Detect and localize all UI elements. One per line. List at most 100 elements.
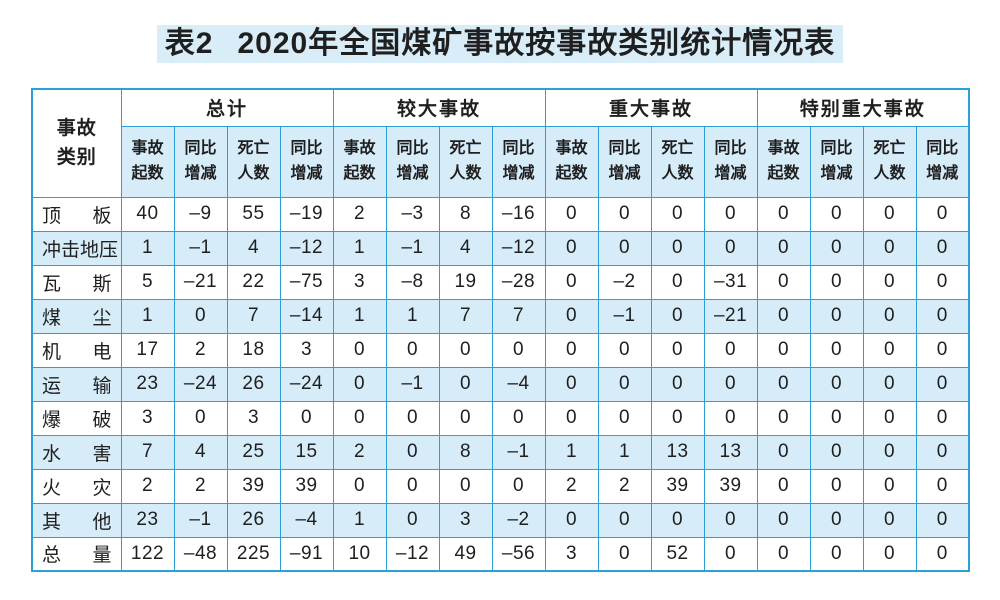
label-char: 量: [92, 545, 112, 567]
row-label: 运输: [33, 371, 120, 398]
sub-header-cell: 死亡 人数: [226, 125, 281, 198]
sub-header-cell: 死亡 人数: [862, 125, 917, 198]
sub-header-line: 增减: [396, 164, 429, 182]
data-cell: 0: [332, 366, 387, 402]
sub-header-line: 增减: [502, 164, 535, 182]
data-cell: 1: [332, 502, 387, 538]
row-label: 总量: [33, 540, 120, 567]
data-cell: 4: [226, 230, 281, 266]
data-cell: 3: [544, 536, 599, 572]
data-cell: 1: [544, 434, 599, 470]
label-char: 灾: [92, 477, 112, 499]
data-cell: –91: [279, 536, 334, 572]
data-cell: 15: [279, 434, 334, 470]
sub-header-cell: 同比 增减: [915, 125, 970, 198]
data-cell: 0: [703, 366, 758, 402]
data-cell: 0: [597, 230, 652, 266]
label-char: 地: [80, 239, 100, 261]
data-cell: 17: [120, 332, 175, 368]
row-label: 顶板: [33, 201, 120, 228]
data-cell: 2: [332, 196, 387, 232]
data-cell: 0: [597, 536, 652, 572]
data-cell: 0: [756, 332, 811, 368]
sub-header-line: 起数: [767, 164, 800, 182]
data-cell: 0: [809, 332, 864, 368]
sub-header-line: 死亡: [661, 139, 694, 157]
data-cell: 0: [756, 366, 811, 402]
table-row: 水害 7 4 25 15 2 0 8 –1 1 1 13 13 0 0 0 0: [31, 434, 970, 470]
sub-header-line: 人数: [873, 164, 906, 182]
data-cell: 0: [491, 468, 546, 504]
data-cell: –24: [279, 366, 334, 402]
data-cell: 39: [650, 468, 705, 504]
data-cell: 0: [809, 230, 864, 266]
label-char: 总: [42, 545, 62, 567]
data-cell: 22: [226, 264, 281, 300]
data-cell: 0: [650, 264, 705, 300]
data-cell: 0: [809, 366, 864, 402]
data-cell: 0: [703, 502, 758, 538]
data-cell: 0: [544, 264, 599, 300]
row-label-cell: 火灾: [31, 468, 122, 504]
data-cell: 13: [650, 434, 705, 470]
data-cell: 0: [438, 468, 493, 504]
data-cell: 7: [226, 298, 281, 334]
data-cell: 39: [279, 468, 334, 504]
data-cell: 25: [226, 434, 281, 470]
data-cell: –1: [385, 366, 440, 402]
sub-header-line: 事故: [767, 139, 800, 157]
data-cell: 0: [915, 536, 970, 572]
data-cell: 0: [703, 196, 758, 232]
label-char: 水: [42, 443, 62, 465]
data-cell: 0: [756, 230, 811, 266]
corner-header-cell: 事故 类别: [31, 88, 122, 198]
accident-table: 事故 类别 总计 较大事故 重大事故 特别重大事故 事故 起数 同比 增减 死亡 人数 同比 增减 事故 起数…: [31, 88, 971, 572]
data-cell: 0: [650, 230, 705, 266]
sub-header-line: 死亡: [873, 139, 906, 157]
data-cell: –31: [703, 264, 758, 300]
sub-header-line: 事故: [131, 139, 164, 157]
data-cell: 0: [597, 502, 652, 538]
data-cell: 0: [544, 332, 599, 368]
table-head: 事故 类别 总计 较大事故 重大事故 特别重大事故 事故 起数 同比 增减 死亡 人数 同比 增减 事故 起数…: [31, 88, 970, 198]
label-char: 破: [92, 409, 112, 431]
data-cell: –14: [279, 298, 334, 334]
data-cell: 0: [491, 332, 546, 368]
data-cell: 49: [438, 536, 493, 572]
sub-header-line: 同比: [502, 139, 535, 157]
data-cell: 0: [385, 502, 440, 538]
data-cell: –12: [279, 230, 334, 266]
group-header-2: 重大事故: [544, 88, 758, 127]
label-char: 冲: [42, 239, 62, 261]
label-char: 压: [99, 239, 119, 261]
data-cell: 0: [862, 264, 917, 300]
table-row: 其他 23 –1 26 –4 1 0 3 –2 0 0 0 0 0 0 0 0: [31, 502, 970, 538]
data-cell: 0: [650, 298, 705, 334]
data-cell: 0: [597, 332, 652, 368]
label-char: 火: [42, 477, 62, 499]
data-cell: 0: [862, 298, 917, 334]
group-header-1: 较大事故: [332, 88, 546, 127]
data-cell: 39: [703, 468, 758, 504]
data-cell: 225: [226, 536, 281, 572]
row-label: 其他: [33, 507, 120, 534]
row-label-cell: 其他: [31, 502, 122, 538]
row-label-cell: 运输: [31, 366, 122, 402]
data-cell: –3: [385, 196, 440, 232]
sub-header-line: 人数: [449, 164, 482, 182]
data-cell: 0: [756, 536, 811, 572]
data-cell: 23: [120, 502, 175, 538]
sub-header-line: 同比: [184, 139, 217, 157]
data-cell: 1: [332, 298, 387, 334]
data-cell: –9: [173, 196, 228, 232]
sub-header-line: 增减: [184, 164, 217, 182]
sub-header-cell: 事故 起数: [756, 125, 811, 198]
label-char: 爆: [42, 409, 62, 431]
sub-header-line: 事故: [343, 139, 376, 157]
row-label-cell: 水害: [31, 434, 122, 470]
row-label-cell: 爆破: [31, 400, 122, 436]
data-cell: 0: [544, 502, 599, 538]
row-label: 火灾: [33, 473, 120, 500]
label-char: 击: [61, 239, 81, 261]
